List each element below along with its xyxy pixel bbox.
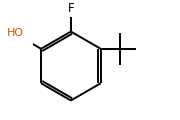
Text: HO: HO: [7, 28, 24, 38]
Text: F: F: [68, 2, 74, 15]
